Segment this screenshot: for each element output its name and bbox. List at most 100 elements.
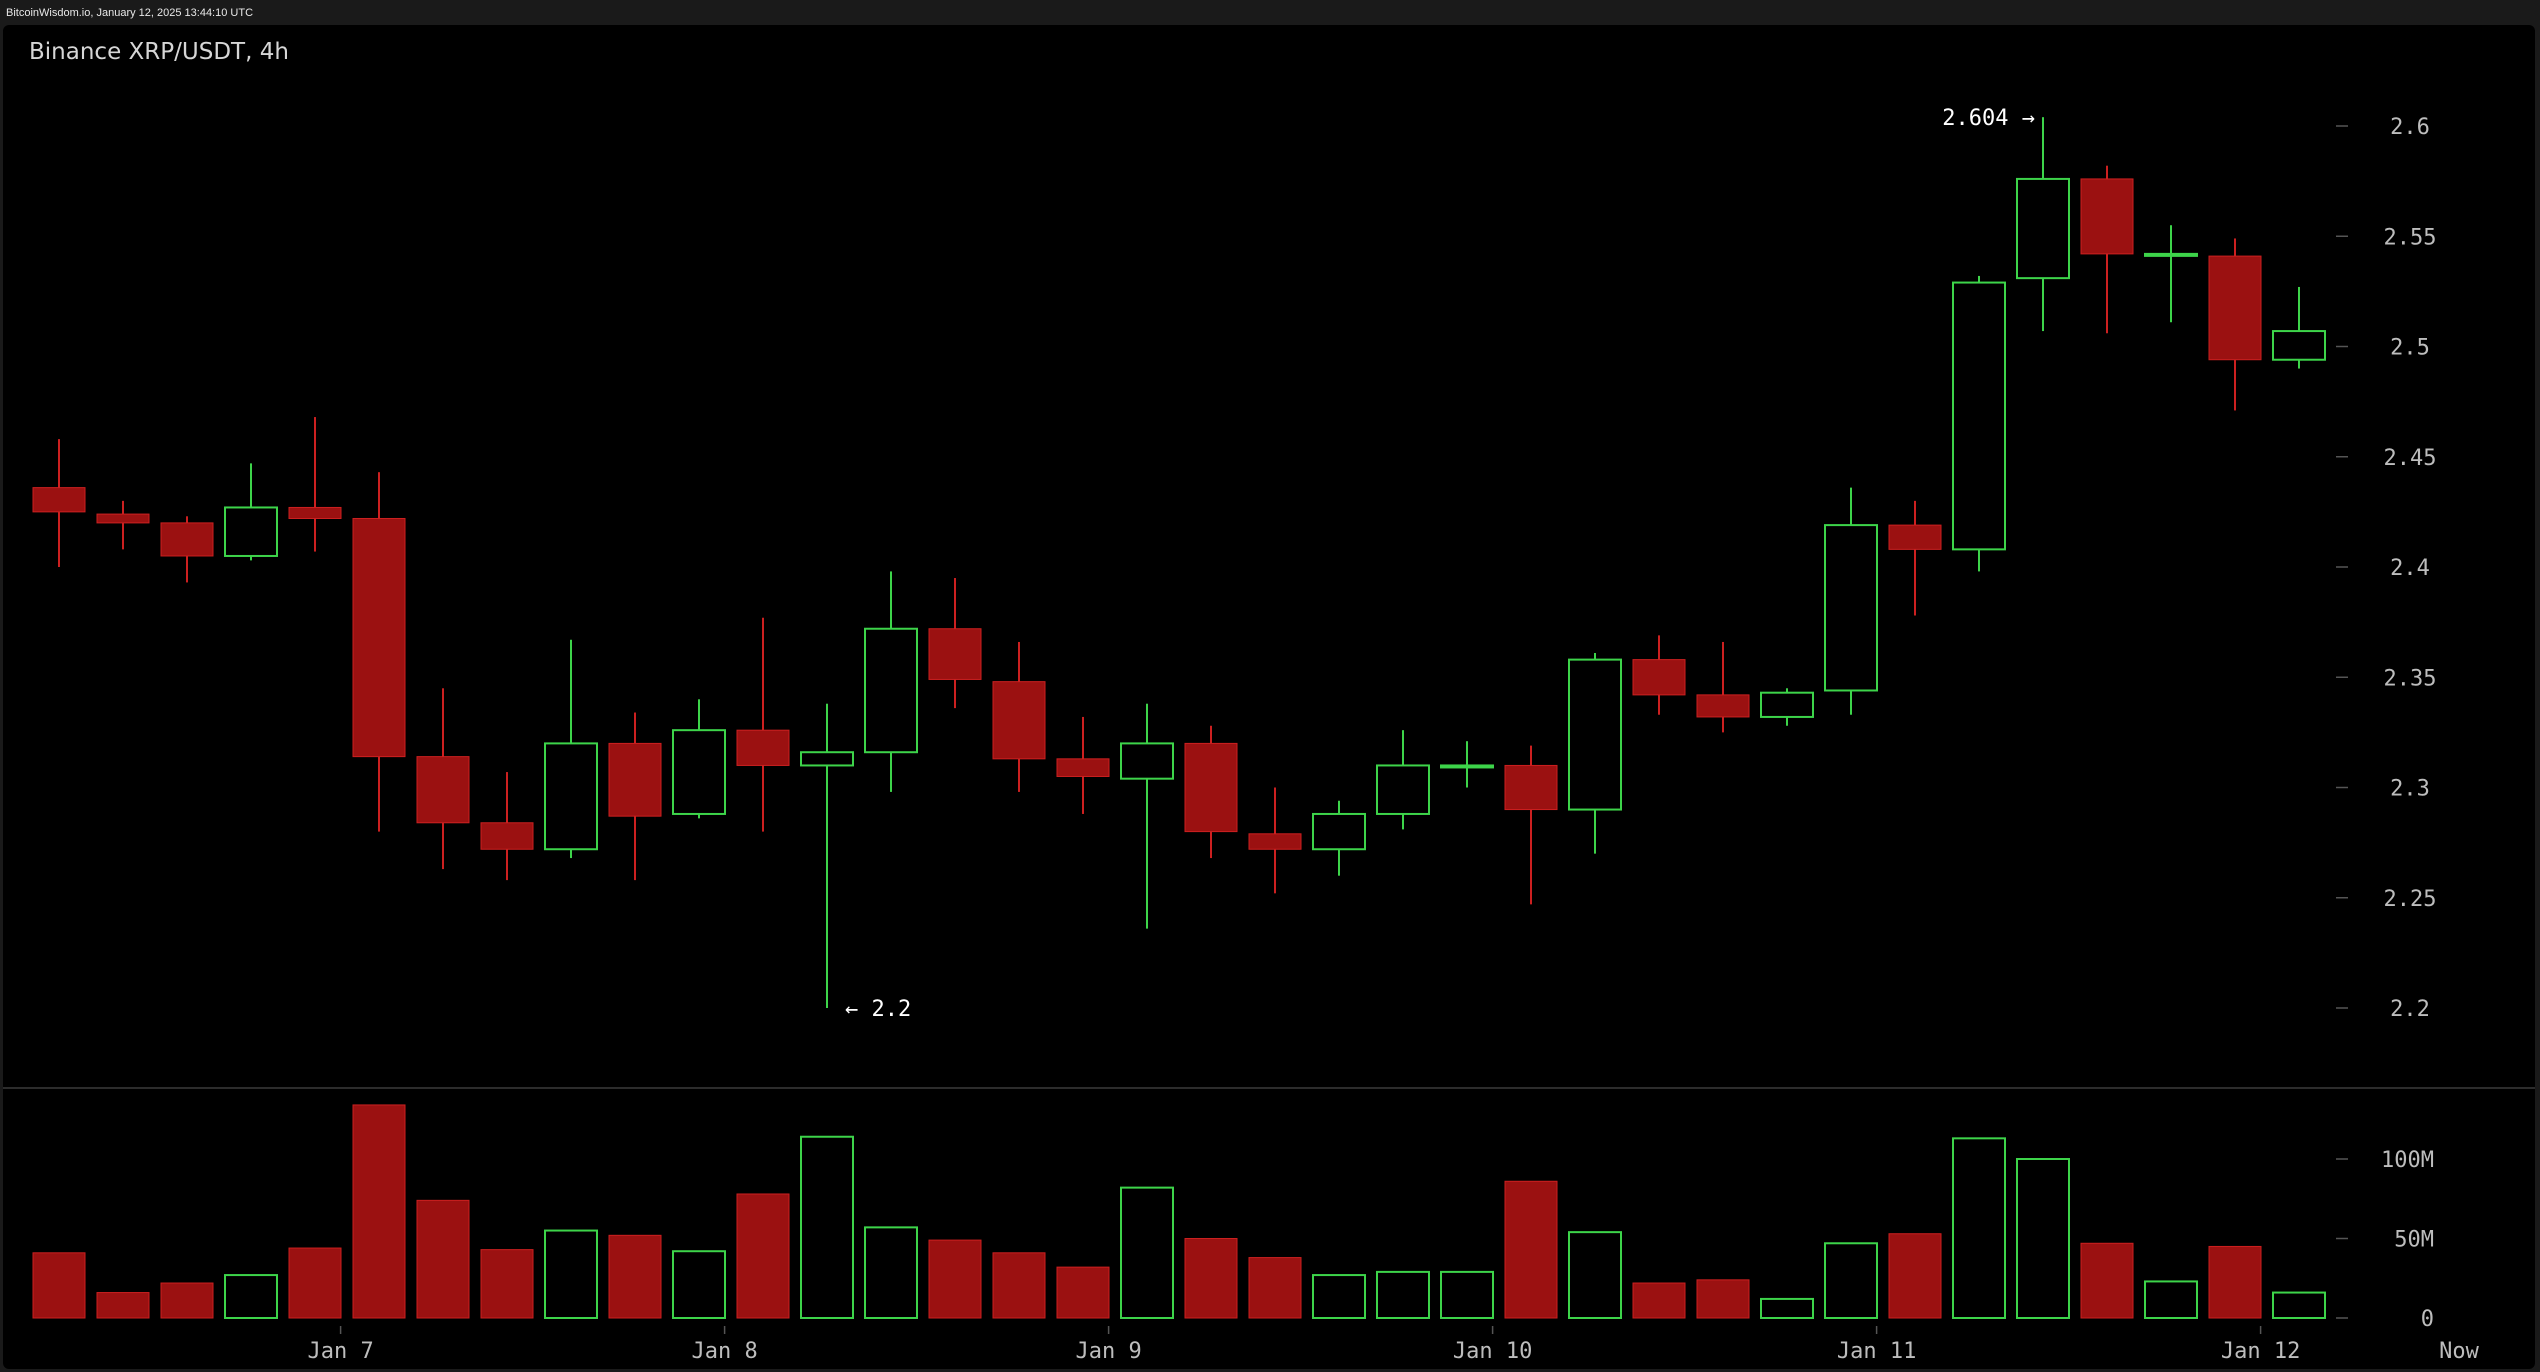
volume-bar-down xyxy=(32,1252,86,1319)
volume-bar-down xyxy=(928,1239,982,1319)
candle xyxy=(608,712,662,881)
candle-body-up xyxy=(1440,764,1494,769)
candle-body-up xyxy=(2016,177,2070,280)
volume-axis: 100M 50M 0 xyxy=(2336,1148,2434,1332)
candle-body-down xyxy=(416,756,470,824)
candle xyxy=(1184,725,1238,859)
time-tick-label: Jan 10 xyxy=(1453,1339,1532,1364)
volume-tick-label: 50M xyxy=(2394,1228,2434,1253)
candle-body-down xyxy=(352,517,406,758)
candle-body-down xyxy=(736,729,790,766)
volume-bar-down xyxy=(2208,1245,2262,1319)
candle-body-up xyxy=(1952,281,2006,551)
candle xyxy=(1760,688,1814,726)
volume-bar-up xyxy=(1312,1274,1366,1319)
candle-body-down xyxy=(608,742,662,817)
candle xyxy=(1952,275,2006,572)
candle-body-up xyxy=(2144,252,2198,257)
volume-bar-down xyxy=(1504,1180,1558,1319)
time-tick-label: Jan 11 xyxy=(1837,1339,1916,1364)
candle xyxy=(1440,741,1494,788)
volume-bar-down xyxy=(1888,1233,1942,1319)
time-tick-label: Jan 8 xyxy=(691,1339,757,1364)
candle-body-down xyxy=(32,487,86,513)
candle-body-down xyxy=(1504,764,1558,811)
candle xyxy=(2080,165,2134,334)
candle-body-up xyxy=(1568,658,1622,811)
candle xyxy=(736,617,790,832)
candle-body-up xyxy=(1120,742,1174,780)
candle xyxy=(544,639,598,859)
candle-body-up xyxy=(1760,691,1814,718)
price-annotations: 2.604 → ← 2.2 xyxy=(845,106,2035,1022)
candle-body-up xyxy=(672,729,726,815)
volume-bar-down xyxy=(1184,1238,1238,1319)
time-tick-label: Jan 12 xyxy=(2221,1339,2300,1364)
volume-bar-down xyxy=(288,1247,342,1319)
volume-tick-label: 100M xyxy=(2381,1148,2434,1173)
candle xyxy=(928,578,982,709)
candle-body-down xyxy=(2208,255,2262,361)
volume-bar-up xyxy=(864,1226,918,1319)
volume-bar-down xyxy=(160,1282,214,1319)
candle-body-down xyxy=(928,628,982,680)
volume-bar-down xyxy=(1248,1257,1302,1319)
candle xyxy=(480,772,534,881)
price-tick-label: 2.3 xyxy=(2390,777,2430,802)
candle xyxy=(96,500,150,550)
candle xyxy=(672,699,726,819)
volume-bar-up xyxy=(544,1229,598,1320)
candle-body-up xyxy=(1376,764,1430,815)
volume-bar-down xyxy=(992,1252,1046,1319)
candle-body-up xyxy=(2272,330,2326,361)
candle-body-up xyxy=(1312,812,1366,851)
volume-bar-down xyxy=(2080,1242,2134,1319)
candle-body-down xyxy=(1056,758,1110,777)
volume-bar-up xyxy=(672,1250,726,1319)
volume-bar-down xyxy=(416,1199,470,1319)
candle-body-down xyxy=(1888,524,1942,550)
volume-bar-down xyxy=(1632,1282,1686,1319)
candle-body-down xyxy=(2080,178,2134,255)
price-tick-label: 2.5 xyxy=(2390,336,2430,361)
candle-body-up xyxy=(544,742,598,851)
candle xyxy=(992,641,1046,792)
candle-body-down xyxy=(1248,833,1302,850)
candle xyxy=(1888,500,1942,616)
volume-bar-up xyxy=(2144,1280,2198,1320)
volume-bar-down xyxy=(1696,1279,1750,1319)
candle xyxy=(1376,730,1430,830)
candle xyxy=(416,688,470,870)
volume-bar-up xyxy=(1440,1270,1494,1320)
volume-bar-up xyxy=(1120,1186,1174,1319)
chart-title: Binance XRP/USDT, 4h xyxy=(29,39,289,65)
volume-bar-up xyxy=(2016,1158,2070,1319)
candle xyxy=(1632,635,1686,715)
volume-bar-down xyxy=(352,1104,406,1319)
candle-body-down xyxy=(992,681,1046,760)
candle xyxy=(2016,117,2070,332)
candle-body-up xyxy=(1824,524,1878,692)
candle xyxy=(2208,238,2262,411)
candle-body-up xyxy=(224,506,278,557)
volume-bar-up xyxy=(800,1135,854,1319)
candle xyxy=(1312,800,1366,876)
candle xyxy=(32,439,86,567)
price-annotation: ← 2.2 xyxy=(845,997,911,1022)
volume-bar-down xyxy=(608,1234,662,1319)
time-tick-label: Jan 7 xyxy=(307,1339,373,1364)
candle-body-down xyxy=(480,822,534,850)
volume-bar-up xyxy=(2272,1291,2326,1320)
candle xyxy=(224,463,278,561)
price-tick-label: 2.6 xyxy=(2390,115,2430,140)
candles-layer xyxy=(32,117,2326,1008)
volume-bar-up xyxy=(1376,1270,1430,1320)
candle xyxy=(1248,787,1302,894)
candle-body-down xyxy=(288,506,342,519)
chart-frame xyxy=(3,25,2535,1369)
time-tick-label: Now xyxy=(2439,1339,2479,1364)
candle-body-down xyxy=(96,513,150,524)
candle-body-down xyxy=(1696,694,1750,718)
price-tick-label: 2.45 xyxy=(2384,446,2437,471)
